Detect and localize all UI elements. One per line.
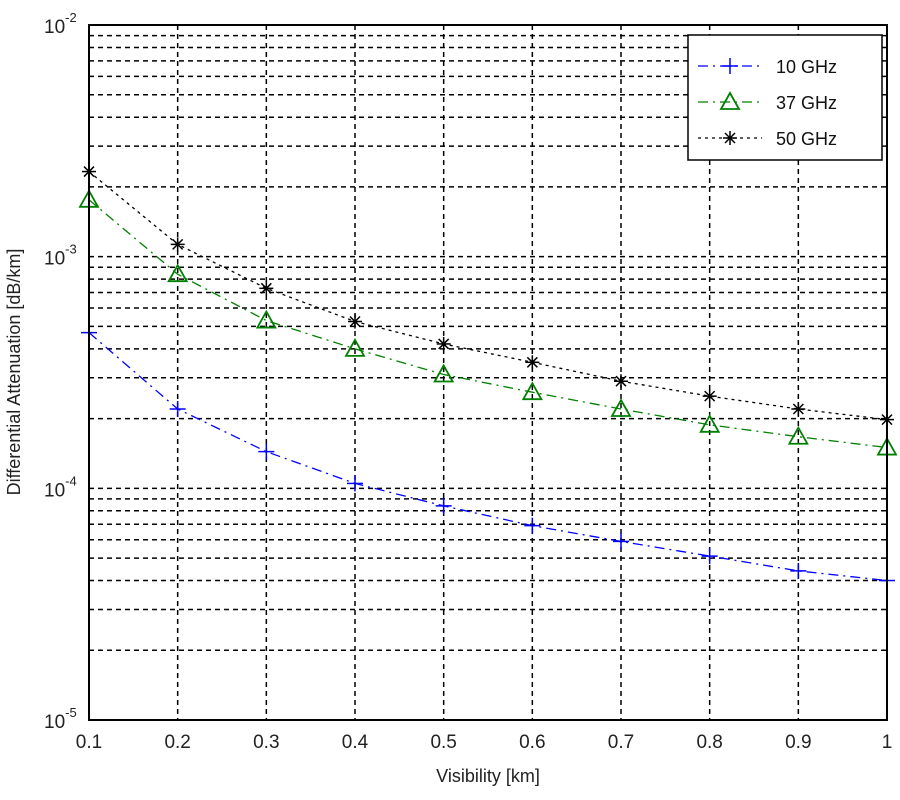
- x-tick-label: 0.8: [696, 732, 722, 753]
- triangle-marker: [719, 91, 741, 110]
- star-marker-stroke: [615, 375, 627, 387]
- star-marker-stroke: [438, 338, 450, 350]
- triangle-marker: [167, 263, 189, 283]
- data-point-marker-plus: [435, 497, 452, 514]
- x-tick-label: 0.9: [785, 732, 811, 753]
- star-marker-stroke: [724, 132, 736, 144]
- data-point-marker-triangle: [699, 413, 721, 433]
- grid: [89, 25, 887, 720]
- data-point-marker-plus: [722, 58, 738, 74]
- star-marker-stroke: [704, 390, 716, 402]
- y-tick-label: 10-5: [44, 705, 77, 733]
- data-point-marker-star: [723, 131, 737, 145]
- series-50-ghz: [82, 164, 894, 427]
- series-10-ghz: [81, 324, 895, 589]
- data-point-marker-plus: [613, 533, 629, 550]
- data-point-marker-plus: [258, 443, 275, 460]
- x-tick-label: 1: [882, 732, 893, 753]
- legend-label: 37 GHz: [776, 93, 837, 113]
- data-point-marker-triangle: [719, 91, 741, 110]
- legend-label: 50 GHz: [776, 129, 837, 149]
- series-37-ghz: [78, 188, 898, 456]
- y-tick-label: 10-4: [44, 473, 77, 501]
- data-point-marker-triangle: [610, 398, 632, 417]
- legend-label: 10 GHz: [776, 57, 837, 77]
- star-marker-stroke: [349, 315, 361, 328]
- x-axis-label: Visibility [km]: [436, 766, 540, 786]
- data-point-marker-star: [348, 314, 362, 329]
- data-point-marker-star: [702, 389, 717, 404]
- triangle-marker: [344, 338, 366, 357]
- data-point-marker-star: [525, 355, 540, 370]
- star-marker-stroke: [526, 356, 538, 368]
- triangle-marker: [699, 413, 721, 433]
- data-point-marker-plus: [347, 475, 363, 492]
- y-tick-labels: 10-5 10-4 10-3 10-2: [44, 10, 77, 733]
- data-point-marker-triangle: [344, 338, 366, 357]
- data-point-marker-star: [614, 374, 628, 389]
- plot-frame: [88, 24, 888, 721]
- x-tick-label: 0.6: [519, 732, 545, 753]
- x-tick-label: 0.1: [76, 732, 102, 753]
- legend-item: 10 GHz: [698, 57, 837, 77]
- y-tick-label: 10-3: [44, 242, 77, 270]
- data-point-marker-star: [436, 336, 451, 351]
- x-tick-label: 0.4: [342, 732, 369, 753]
- star-marker-stroke: [792, 403, 804, 415]
- series-line: [88, 171, 888, 421]
- y-axis-label: Differential Attenuation [dB/km]: [4, 249, 24, 496]
- data-point-marker-star: [170, 237, 185, 252]
- x-tick-label: 0.3: [253, 732, 279, 753]
- series-line: [88, 332, 888, 582]
- triangle-marker: [610, 398, 632, 417]
- data-point-marker-triangle: [787, 425, 809, 445]
- data-point-marker-plus: [169, 401, 186, 418]
- triangle-marker: [787, 425, 809, 445]
- legend-box: [687, 34, 883, 161]
- data-point-marker-triangle: [521, 381, 543, 401]
- triangle-marker: [521, 381, 543, 401]
- series-layer: [78, 164, 898, 589]
- data-point-marker-triangle: [255, 309, 277, 329]
- x-tick-label: 0.5: [430, 732, 456, 753]
- data-point-marker-star: [259, 281, 274, 296]
- data-point-marker-triangle: [167, 263, 189, 283]
- triangle-marker: [433, 363, 455, 383]
- data-point-marker-plus: [524, 517, 541, 534]
- x-tick-label: 0.2: [164, 732, 190, 753]
- data-point-marker-triangle: [433, 363, 455, 383]
- legend: 10 GHz 37 GHz 50 GHz: [687, 34, 883, 161]
- y-tick-label: 10-2: [44, 10, 77, 38]
- x-tick-labels: 0.1 0.2 0.3 0.4 0.5 0.6 0.7 0.8 0.9 1: [76, 732, 893, 753]
- series-line: [88, 199, 888, 449]
- data-point-marker-star: [791, 402, 806, 417]
- legend-item: 37 GHz: [698, 91, 837, 113]
- star-marker-stroke: [172, 238, 184, 250]
- x-tick-label: 0.7: [608, 732, 634, 753]
- triangle-marker: [255, 309, 277, 329]
- star-marker-stroke: [260, 282, 272, 294]
- data-point-marker-plus: [701, 548, 718, 565]
- data-point-marker-plus: [790, 562, 807, 579]
- legend-item: 50 GHz: [698, 129, 837, 149]
